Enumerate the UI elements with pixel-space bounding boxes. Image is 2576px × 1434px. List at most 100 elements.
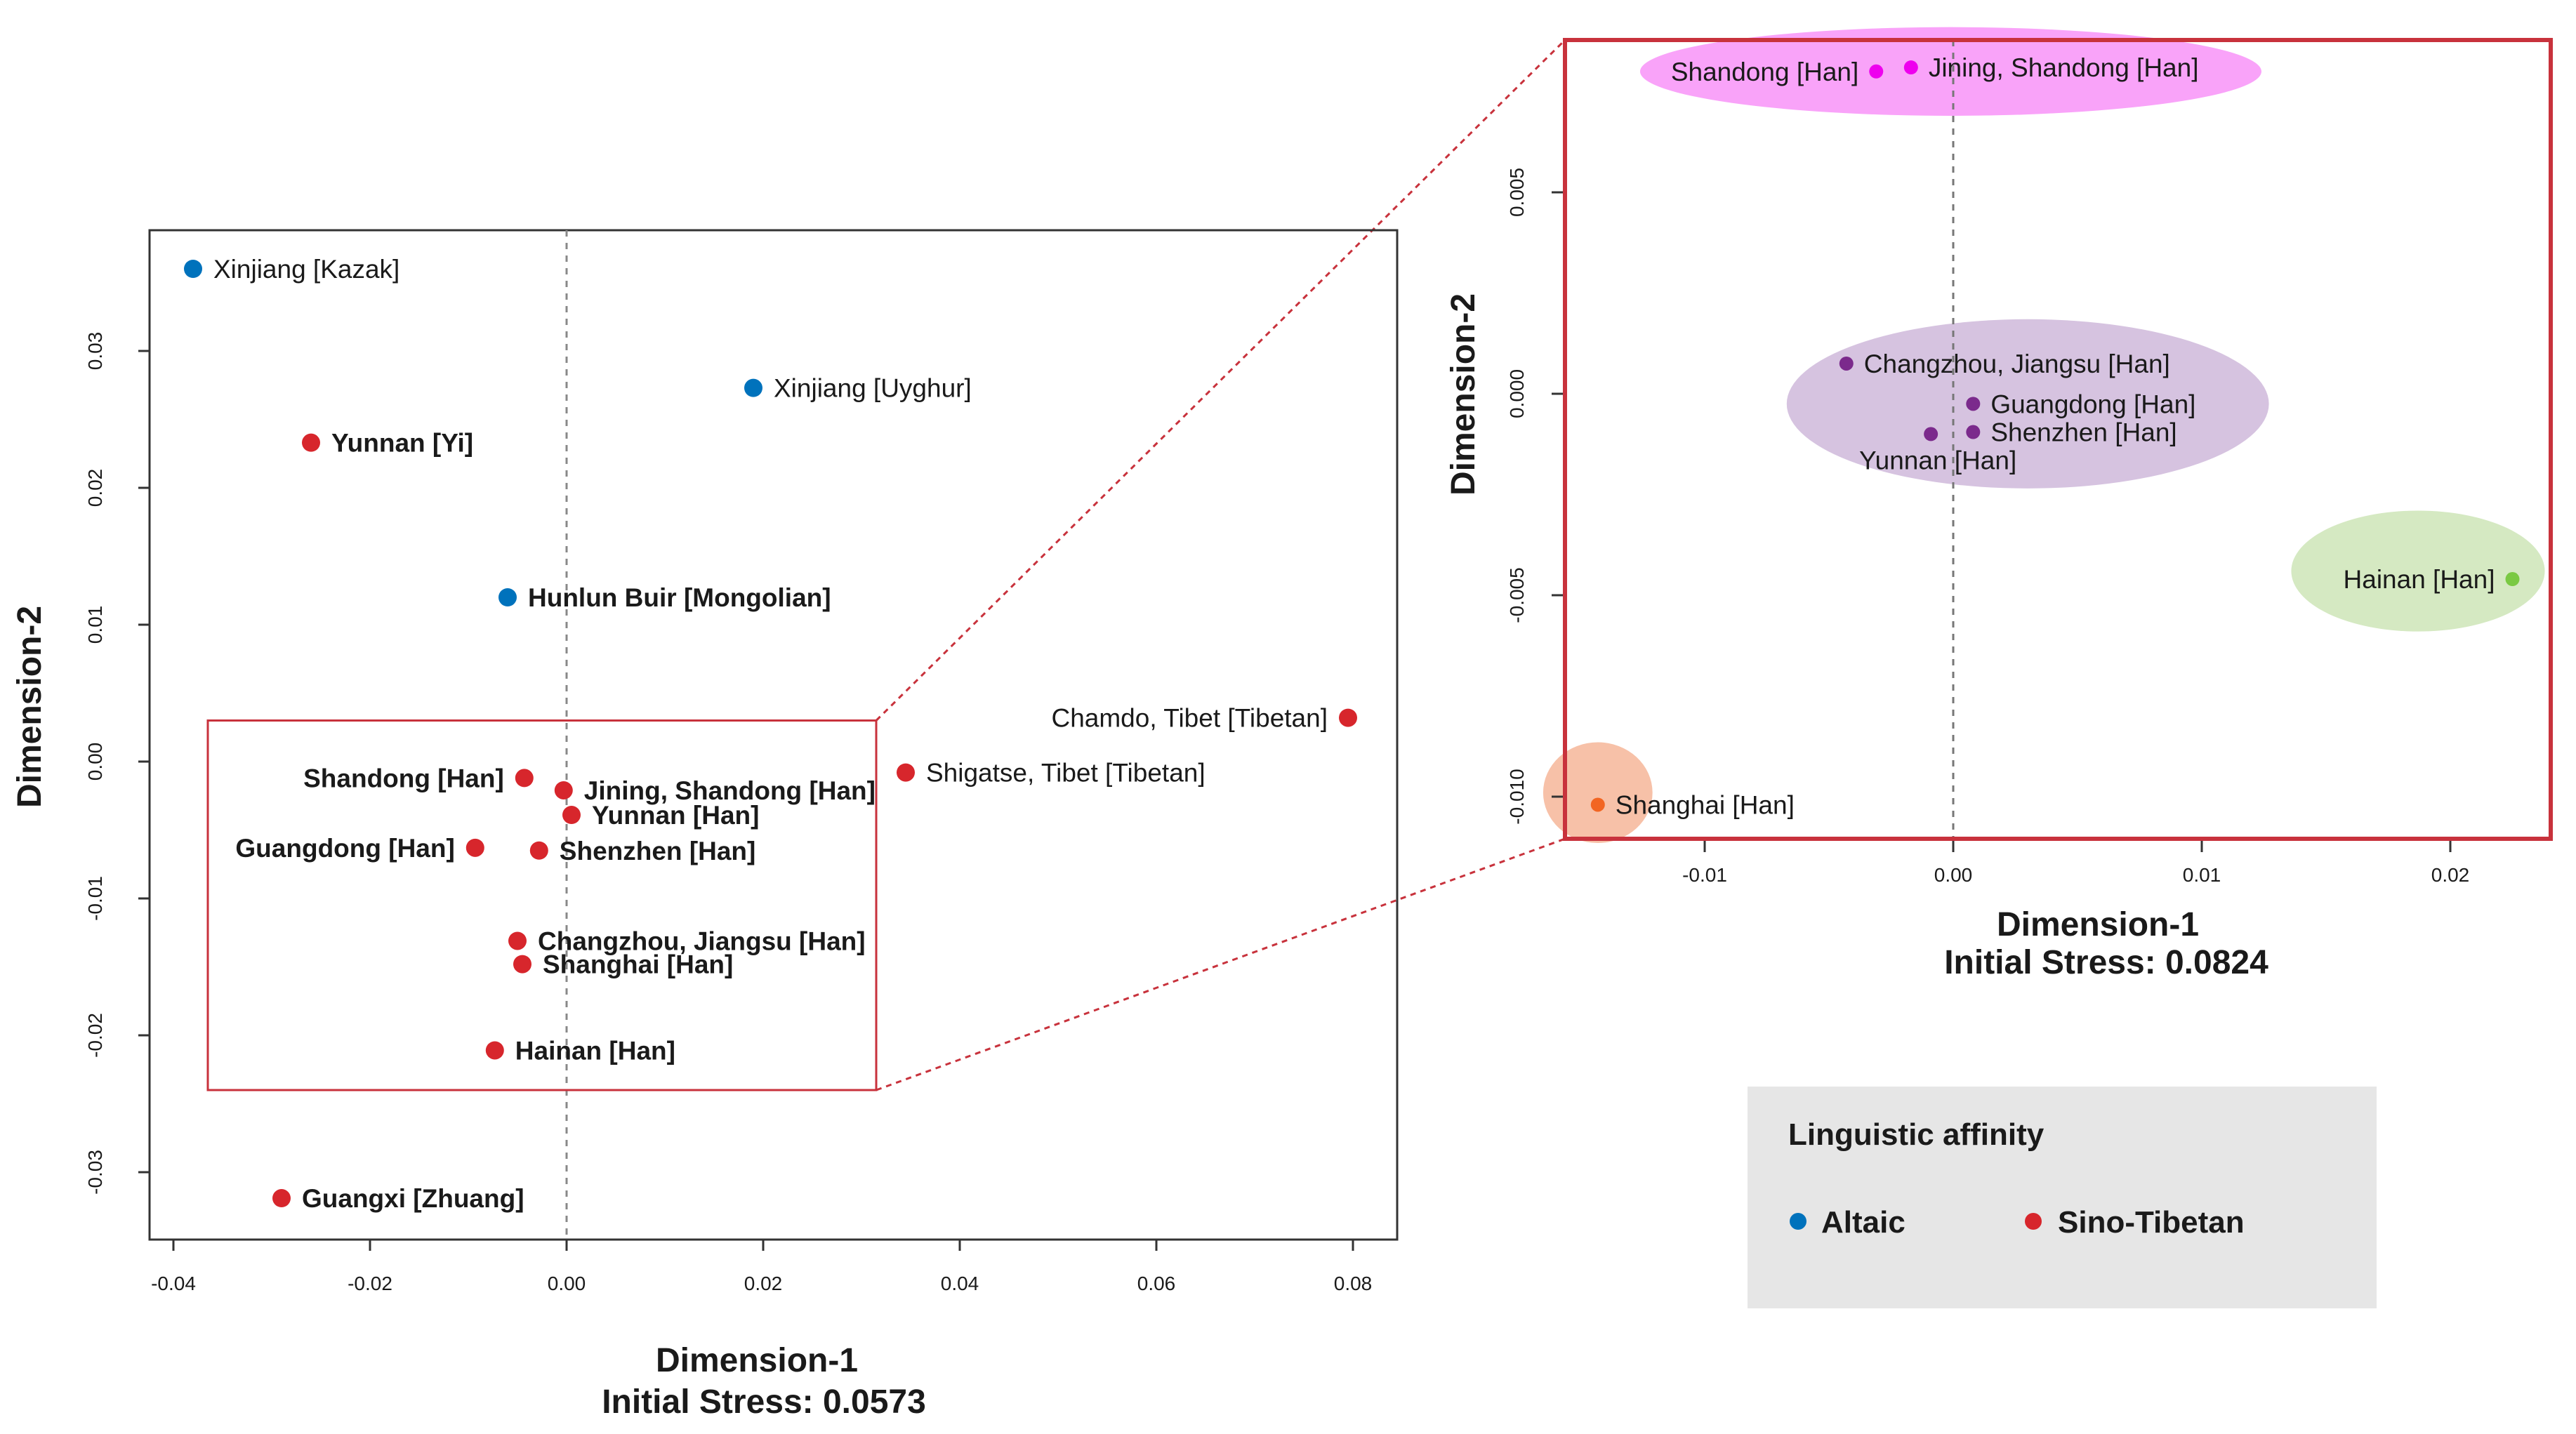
right-point-shenzhen-han (1966, 425, 1981, 439)
legend-sino-tibetan-marker (2025, 1213, 2042, 1230)
left-point-xinjiang-kazak (184, 260, 202, 278)
left-x-tick-label: -0.02 (348, 1273, 392, 1294)
legend-title: Linguistic affinity (1788, 1117, 2045, 1152)
left-point-label-chamdo-tibet-tibetan: Chamdo, Tibet [Tibetan] (1051, 704, 1328, 733)
right-point-hainan-han (2505, 572, 2520, 587)
right-point-label-shanghai-han: Shanghai [Han] (1616, 790, 1795, 819)
left-points: Xinjiang [Kazak] Xinjiang [Uyghur] Yunnan … (184, 255, 1357, 1213)
left-y-tick-label: -0.01 (84, 876, 106, 921)
right-x-tick-label: 0.02 (2431, 864, 2470, 886)
right-points: Shandong [Han] Jining, Shandong [Han] Chan… (1590, 53, 2520, 819)
left-plot-frame (148, 229, 1399, 1241)
left-y-tick-label: -0.02 (84, 1013, 106, 1058)
right-y-axis: -0.010 -0.005 0.000 0.005 (1506, 168, 1563, 825)
right-y-tick-label: 0.005 (1506, 168, 1528, 217)
left-point-label-changzhou-jiangsu-han: Changzhou, Jiangsu [Han] (538, 927, 866, 955)
left-point-xinjiang-uyghur (744, 378, 762, 397)
right-stress-label: Initial Stress: 0.0824 (1944, 944, 2268, 981)
right-y-axis-title: Dimension-2 (1445, 293, 1482, 496)
right-y-tick-label: 0.000 (1506, 369, 1528, 418)
left-y-axis: -0.03 -0.02 -0.01 0.00 0.01 0.02 0.03 (84, 332, 150, 1195)
right-point-label-guangdong-han: Guangdong [Han] (1990, 390, 2195, 418)
right-point-guangdong-han (1966, 397, 1981, 411)
right-point-yunnan-han (1924, 427, 1938, 442)
left-x-tick-label: 0.06 (1137, 1273, 1176, 1294)
left-point-hainan-han (485, 1041, 504, 1060)
left-y-tick-label: 0.00 (84, 743, 106, 781)
left-point-hunlun-buir-mongolian (498, 588, 517, 606)
left-x-axis-title: Dimension-1 (656, 1342, 858, 1379)
left-y-tick-label: -0.03 (84, 1150, 106, 1195)
right-point-shanghai-han (1590, 797, 1605, 812)
right-plot-frame (1563, 38, 2553, 841)
left-point-jining-shandong-han (554, 781, 573, 799)
right-x-axis-title: Dimension-1 (1997, 906, 2199, 943)
legend-box (1748, 1087, 2377, 1308)
legend-sino-tibetan-label: Sino-Tibetan (2058, 1205, 2245, 1240)
left-x-tick-label: 0.04 (941, 1273, 979, 1294)
legend-altaic-label: Altaic (1821, 1205, 1905, 1240)
left-point-label-shandong-han: Shandong [Han] (303, 764, 504, 792)
legend-altaic-marker (1790, 1213, 1806, 1230)
left-point-label-hunlun-buir-mongolian: Hunlun Buir [Mongolian] (528, 583, 831, 612)
left-y-tick-label: 0.03 (84, 332, 106, 371)
right-clusters (1543, 27, 2545, 844)
right-point-label-hainan-han: Hainan [Han] (2344, 565, 2495, 594)
left-point-label-guangdong-han: Guangdong [Han] (235, 834, 454, 863)
zoom-connector-top (875, 39, 1566, 722)
right-chart: -0.01 0.00 0.01 0.02 -0.010 -0.005 0.000 0.005… (1445, 27, 2553, 981)
right-x-tick-label: 0.00 (1934, 864, 1973, 886)
left-x-tick-label: 0.00 (548, 1273, 586, 1294)
left-point-guangxi-zhuang (272, 1189, 291, 1208)
right-x-tick-label: 0.01 (2183, 864, 2221, 886)
right-point-changzhou-jiangsu-han (1839, 356, 1854, 371)
right-point-jining-shandong-han (1903, 60, 1918, 75)
left-x-tick-label: 0.08 (1334, 1273, 1373, 1294)
left-point-shigatse-tibet-tibetan (897, 763, 915, 782)
left-point-label-shigatse-tibet-tibetan: Shigatse, Tibet [Tibetan] (926, 759, 1206, 788)
left-point-shandong-han (515, 769, 534, 788)
cluster-ellipse-1 (1639, 27, 2261, 116)
legend: Linguistic affinity Altaic Sino-Tibetan (1748, 1087, 2377, 1308)
left-y-tick-label: 0.02 (84, 469, 106, 507)
right-point-label-jining-shandong-han: Jining, Shandong [Han] (1929, 53, 2199, 82)
right-point-label-shandong-han: Shandong [Han] (1671, 58, 1858, 86)
left-point-label-xinjiang-kazak: Xinjiang [Kazak] (213, 255, 399, 284)
right-point-label-yunnan-han: Yunnan [Han] (1859, 446, 2016, 474)
left-point-label-hainan-han: Hainan [Han] (515, 1036, 675, 1065)
right-y-tick-label: -0.010 (1506, 769, 1528, 824)
left-point-label-xinjiang-uyghur: Xinjiang [Uyghur] (774, 374, 972, 403)
left-point-yunnan-yi (302, 433, 320, 452)
right-point-label-shenzhen-han: Shenzhen [Han] (1990, 418, 2177, 447)
left-y-tick-label: 0.01 (84, 606, 106, 644)
cluster-ellipse-4 (1543, 742, 1653, 844)
left-x-tick-label: 0.02 (744, 1273, 783, 1294)
zoom-connectors (875, 39, 1566, 1091)
right-x-axis: -0.01 0.00 0.01 0.02 (1682, 841, 2469, 886)
left-point-label-yunnan-han: Yunnan [Han] (592, 801, 759, 830)
left-point-chamdo-tibet-tibetan (1339, 708, 1357, 727)
right-point-shandong-han (1869, 64, 1884, 79)
right-x-tick-label: -0.01 (1682, 864, 1727, 886)
left-point-guangdong-han (465, 838, 484, 857)
zoom-region-box (206, 719, 878, 1091)
left-y-axis-title: Dimension-2 (11, 606, 48, 808)
cluster-ellipse-2 (1786, 319, 2269, 489)
left-point-changzhou-jiangsu-han (508, 931, 527, 950)
left-point-shenzhen-han (529, 841, 548, 860)
left-x-axis: -0.04 -0.02 0.00 0.02 0.04 0.06 0.08 (151, 1240, 1372, 1294)
left-point-label-jining-shandong-han: Jining, Shandong [Han] (584, 776, 876, 805)
left-point-label-yunnan-yi: Yunnan [Yi] (331, 429, 473, 458)
left-point-label-shenzhen-han: Shenzhen [Han] (560, 837, 756, 865)
left-point-shanghai-han (513, 955, 531, 974)
zoom-connector-bottom (876, 837, 1566, 1091)
right-y-tick-label: -0.005 (1506, 567, 1528, 623)
left-stress-label: Initial Stress: 0.0573 (602, 1383, 926, 1421)
left-point-label-shanghai-han: Shanghai [Han] (543, 950, 733, 979)
right-point-label-changzhou-jiangsu-han: Changzhou, Jiangsu [Han] (1864, 350, 2170, 378)
left-point-label-guangxi-zhuang: Guangxi [Zhuang] (302, 1184, 524, 1213)
left-x-tick-label: -0.04 (151, 1273, 196, 1294)
left-point-yunnan-han (562, 806, 581, 825)
left-chart: -0.04 -0.02 0.00 0.02 0.04 0.06 0.08 -0.03-0.0… (11, 229, 1399, 1421)
